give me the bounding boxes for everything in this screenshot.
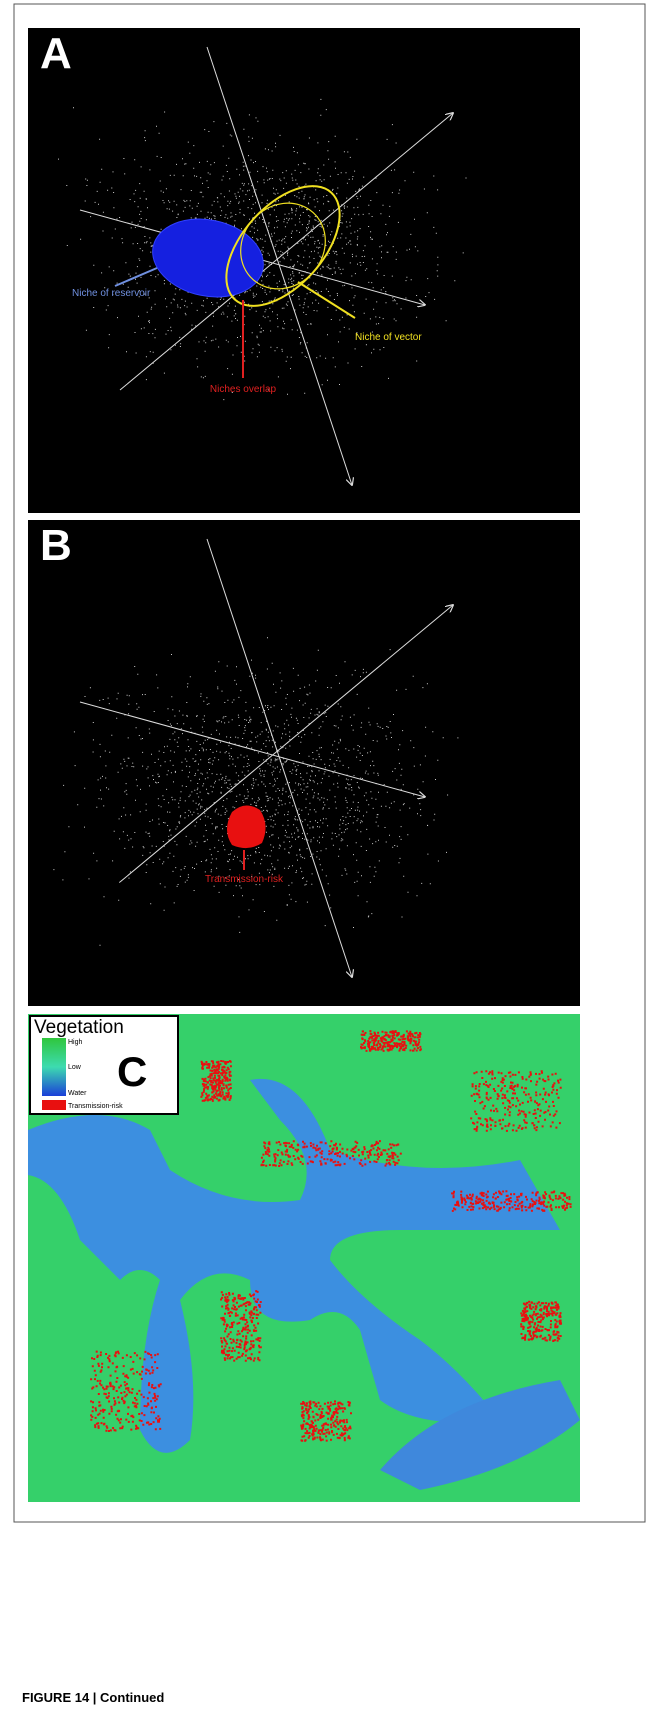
panel-b: B Transmission-risk xyxy=(28,520,580,1006)
legend-title: Vegetation xyxy=(34,1017,124,1038)
legend-label: High xyxy=(68,1039,83,1046)
panel-c: Vegetation High Low Water Transmission-r… xyxy=(28,1014,580,1502)
legend-label: Water xyxy=(68,1090,87,1097)
legend-ramp xyxy=(42,1038,66,1096)
annotation: Transmission-risk xyxy=(205,874,284,885)
figure: A Niche of reservoir Niche of vector Nic… xyxy=(0,0,657,1731)
legend-label: Transmission-risk xyxy=(68,1103,123,1110)
panel-a: A Niche of reservoir Niche of vector Nic… xyxy=(28,28,580,513)
page: A Niche of reservoir Niche of vector Nic… xyxy=(0,0,657,1731)
caption: FIGURE 14 | Continued xyxy=(22,1690,164,1705)
panel-label: A xyxy=(40,29,72,78)
annotation: Niche of vector xyxy=(355,332,422,343)
legend-swatch xyxy=(42,1100,66,1110)
panel-background xyxy=(28,28,580,513)
risk-volume xyxy=(227,805,266,848)
panel-label: B xyxy=(40,521,72,570)
annotation: Niche of reservoir xyxy=(72,288,151,299)
panel-label: C xyxy=(117,1048,147,1095)
panel-background xyxy=(28,520,580,1006)
legend-label: Low xyxy=(68,1064,82,1071)
annotation: Niches overlap xyxy=(210,384,277,395)
